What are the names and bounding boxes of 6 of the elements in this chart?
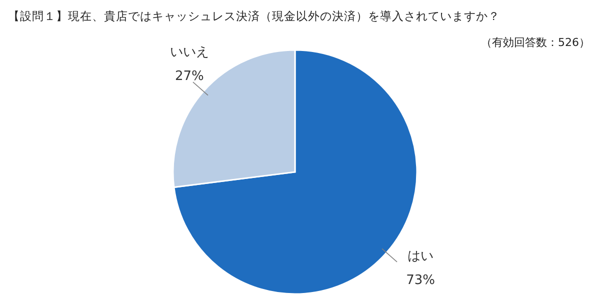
slice-label: いいえ bbox=[170, 45, 209, 60]
text: （有効回答数：526） bbox=[481, 36, 590, 49]
data-label: 73% bbox=[406, 272, 435, 288]
data-label: 27% bbox=[175, 69, 204, 84]
slice-label: はい bbox=[408, 248, 434, 264]
chart-title: 【設問１】現在、貴店ではキャッシュレス決済（現金以外の決済）を導入されていますか？ bbox=[8, 9, 500, 23]
